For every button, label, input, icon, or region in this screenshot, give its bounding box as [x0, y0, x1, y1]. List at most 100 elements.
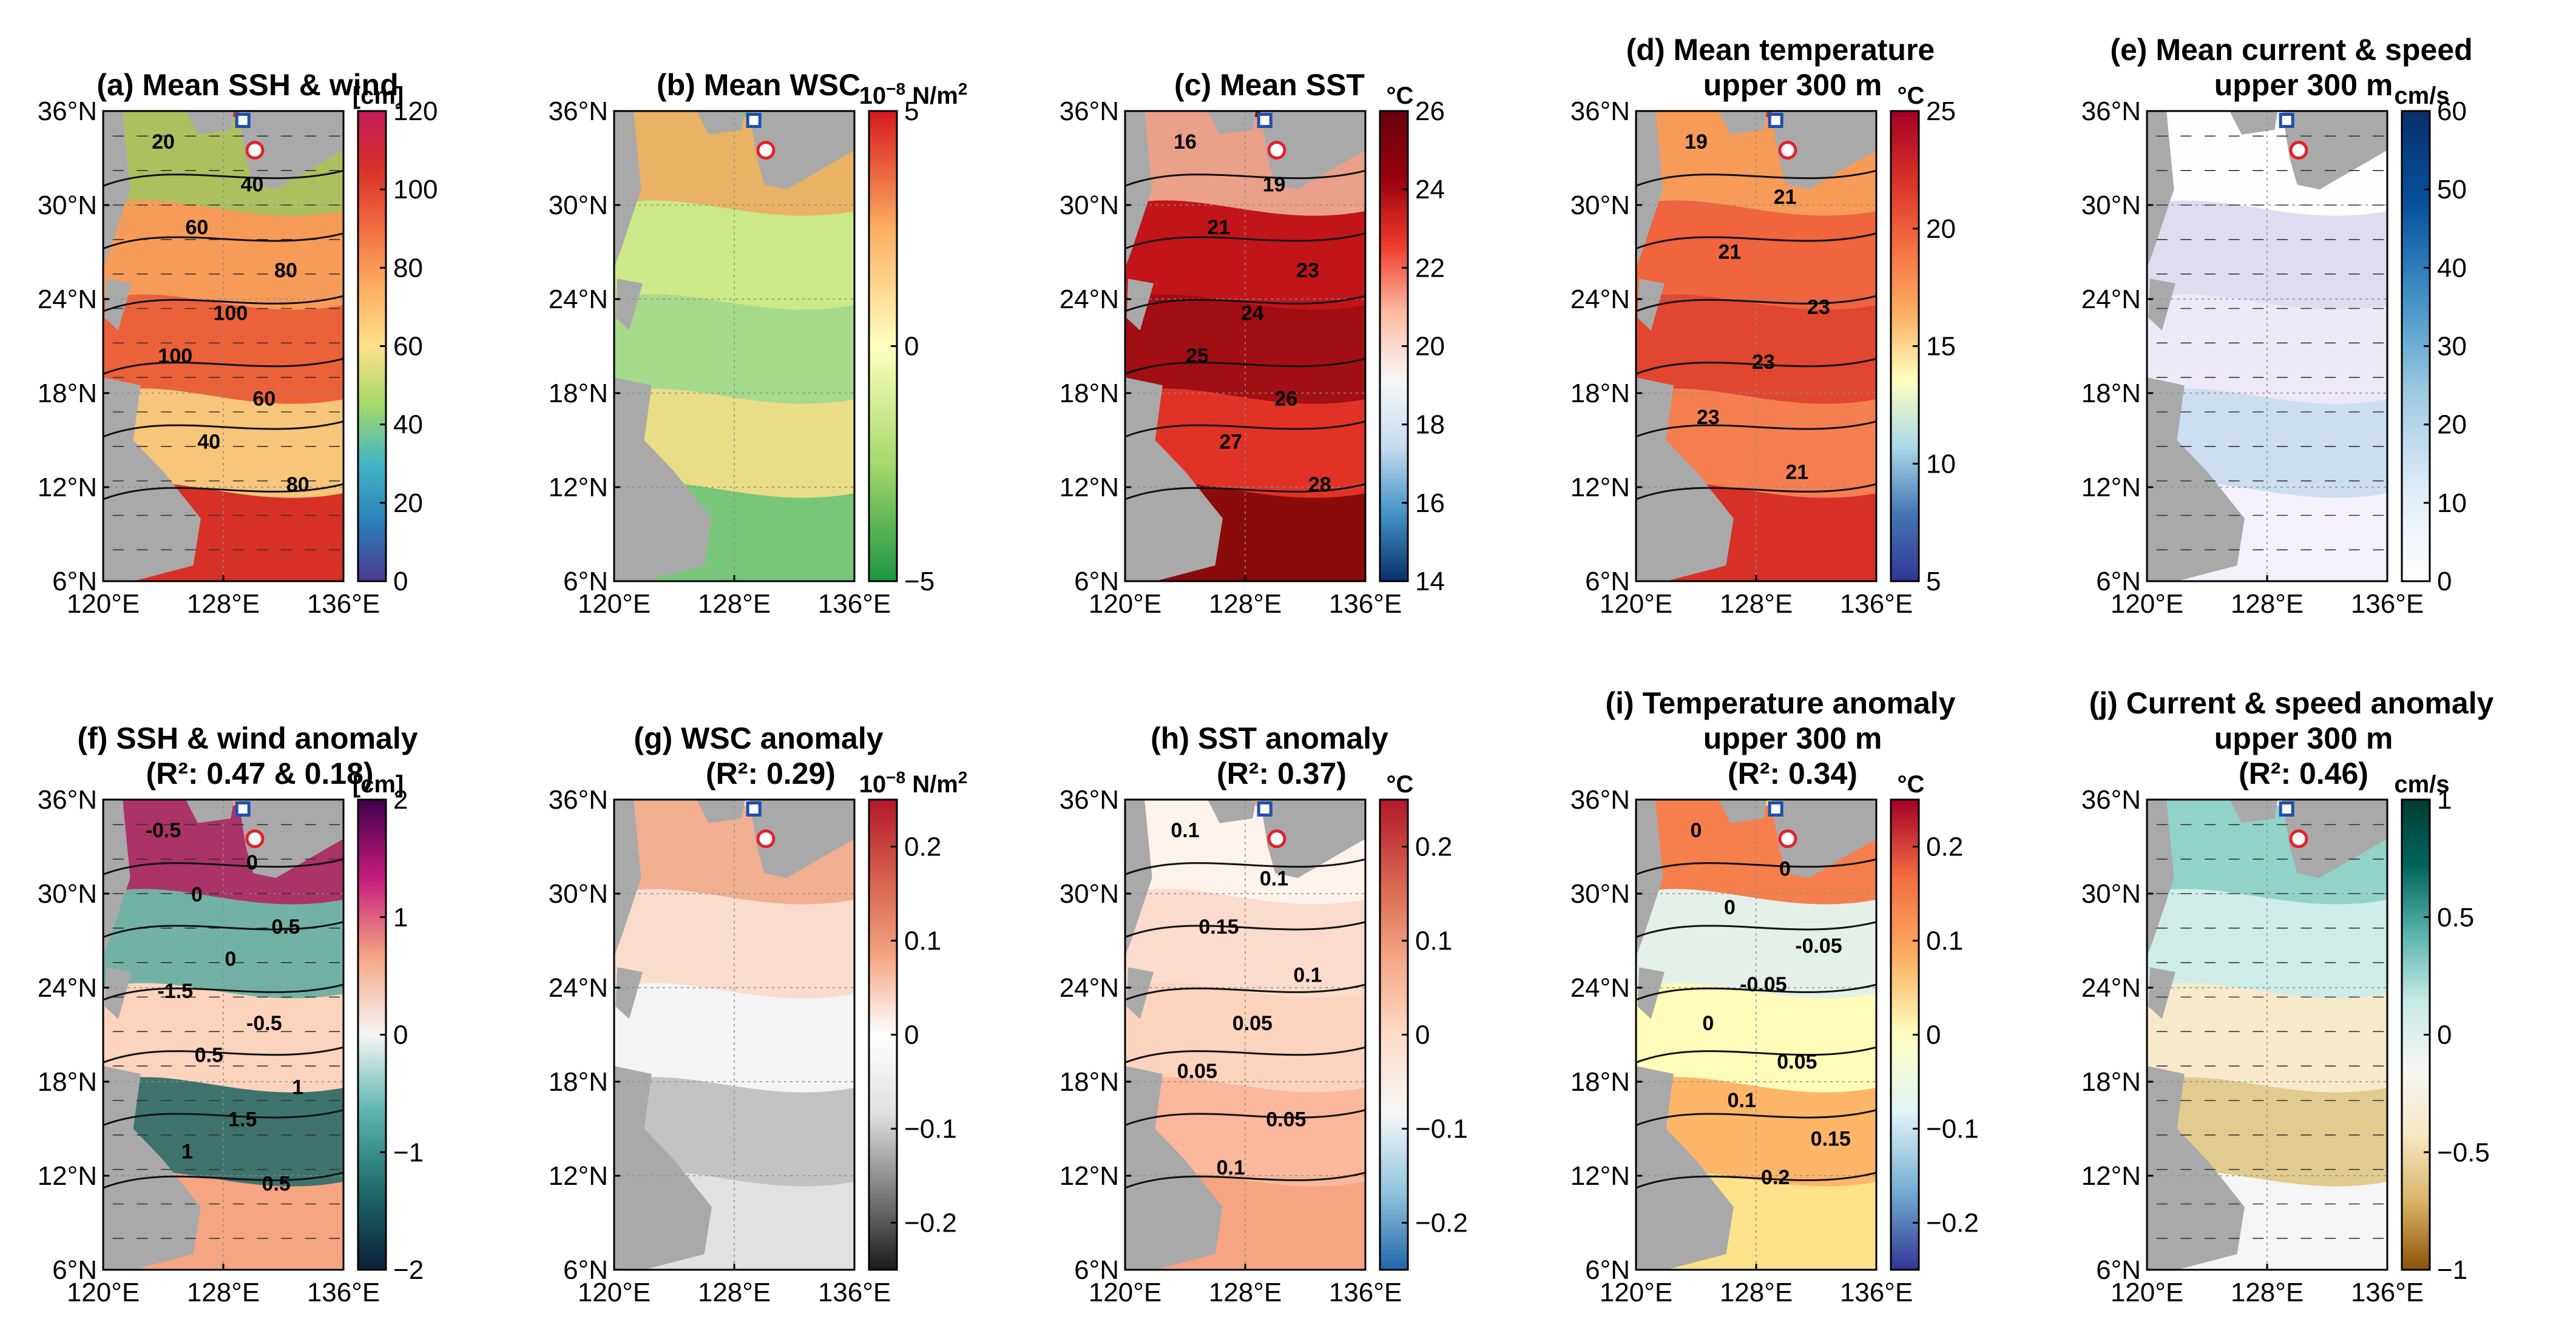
panel-j-colorbar-tick-label: 0: [2437, 1020, 2452, 1050]
panel-e-colorbar-tick-label: 30: [2437, 332, 2467, 362]
panel-a: (a) Mean SSH & wind 20 40 60 80 100 100 60 40 80 3…: [38, 68, 438, 619]
panel-e-colorbar-tick-label: 20: [2437, 410, 2467, 440]
panel-d-colorbar-tick-label: 20: [1926, 214, 1956, 244]
panel-f-land-mask: [103, 1066, 201, 1270]
panel-g-map: [614, 800, 854, 1270]
panel-d-land-mask: [1636, 377, 1734, 581]
panel-b: (b) Mean WSC 36°N 30°N 24°N 18°N 12°N 6°N120°E…: [549, 68, 968, 619]
panel-i-xtick-label: 136°E: [1840, 1278, 1913, 1307]
panel-e-colorbar-tick-label: 40: [2437, 253, 2467, 283]
panel-d-contour-label: 19: [1685, 130, 1708, 153]
panel-a-land-mask: [103, 377, 201, 581]
panel-a-contour: [103, 169, 343, 187]
panel-a-land-mask: [186, 111, 234, 135]
panel-j-land-mask: [2282, 800, 2387, 878]
panel-j-map: [2147, 800, 2387, 1270]
panel-f-title-line-1: (R²: 0.47 & 0.18): [146, 757, 373, 790]
panel-a-unit-label: [cm]: [353, 83, 404, 109]
panel-c-colorbar-tick-label: 20: [1415, 332, 1445, 362]
panel-c-contour-label: 21: [1208, 216, 1231, 239]
panel-h-field-band: [1125, 1077, 1365, 1187]
panel-b-title-line-0: (b) Mean WSC: [657, 68, 860, 102]
panel-i-field-band: [1636, 889, 1876, 999]
panel-g-title-line-0: (g) WSC anomaly: [634, 721, 883, 755]
panel-f-ytick-label: 24°N: [38, 973, 97, 1003]
panel-h-unit-label: °C: [1387, 771, 1414, 798]
panel-b-land-mask: [749, 111, 854, 190]
panel-c-ytick-label: 24°N: [1060, 285, 1119, 314]
panel-d-xtick-label: 128°E: [1720, 589, 1793, 619]
panel-f-land-mask: [238, 800, 343, 878]
panel-h-xtick-label: 128°E: [1209, 1278, 1282, 1307]
panel-f-ytick-label: 30°N: [38, 879, 97, 909]
panel-h-map: 0.1 0.1 0.15 0.1 0.05 0.05 0.05 0.1: [1125, 800, 1365, 1270]
panel-g-colorbar-tick-label: −0.1: [904, 1114, 957, 1144]
panel-i-colorbar-tick-label: 0.2: [1926, 832, 1963, 862]
panel-h-colorbar-tick-label: 0.1: [1415, 926, 1452, 956]
panel-b-colorbar-tick-label: 0: [904, 332, 919, 362]
panel-i-title-line-2: (R²: 0.34): [1728, 757, 1858, 790]
panel-e-colorbar-tick-label: 10: [2437, 488, 2467, 518]
panel-f-station-square-marker: [235, 801, 251, 817]
panel-a-ytick-label: 24°N: [38, 285, 97, 314]
panel-b-land-mask: [697, 111, 745, 135]
panel-h-station-square-marker: [1257, 801, 1273, 817]
panel-i-contour-label: 0: [1702, 1012, 1714, 1035]
panel-d-xtick-label: 120°E: [1600, 589, 1672, 619]
panel-i-land-mask: [1636, 800, 1663, 957]
panel-c-contour: [1125, 483, 1365, 501]
panel-c-station-circle-marker: [1267, 141, 1286, 160]
panel-j-colorbar-tick-label: −1: [2437, 1255, 2467, 1285]
panel-d-field-band: [1636, 200, 1876, 310]
panel-d-land-mask: [1636, 111, 1663, 268]
panel-a-contour-label: 100: [158, 345, 192, 368]
panel-h-xtick-label: 120°E: [1089, 1278, 1161, 1307]
panel-d-unit-label: °C: [1898, 83, 1925, 109]
panel-i-contour-label: -0.05: [1795, 935, 1842, 958]
panel-d-contour-label: 21: [1719, 241, 1742, 264]
panel-i-xtick-label: 128°E: [1720, 1278, 1793, 1307]
panel-a-field-band: [103, 388, 343, 498]
panel-c-colorbar-tick-label: 14: [1415, 567, 1445, 596]
panel-i-xtick-label: 120°E: [1600, 1278, 1672, 1307]
panel-h-land-mask: [1126, 967, 1154, 1019]
panel-h-ytick-label: 36°N: [1060, 785, 1119, 815]
panel-a-land-mask: [103, 111, 130, 268]
panel-b-land-mask: [615, 278, 643, 331]
panel-e-colorbar-tick-label: 60: [2437, 96, 2467, 126]
panel-b-colorbar-tick-label: 5: [904, 96, 919, 126]
panel-g-colorbar-tick-label: 0.2: [904, 832, 941, 862]
panel-f-land-mask: [186, 800, 234, 823]
panel-h-field-band: [1125, 889, 1365, 999]
panel-b-map: [614, 111, 854, 581]
panel-c-contour: [1125, 420, 1365, 438]
panel-i-land-mask: [1637, 967, 1665, 1019]
panel-f-contour-label: -0.5: [246, 1012, 282, 1035]
panel-b-ytick-label: 24°N: [549, 285, 608, 314]
panel-g-ytick-label: 12°N: [549, 1161, 608, 1191]
panel-h-xtick-label: 136°E: [1329, 1278, 1402, 1307]
panel-h-contour: [1125, 921, 1365, 939]
panel-i-contour: [1636, 858, 1876, 875]
panel-f-unit-label: [cm]: [353, 771, 404, 798]
panel-c-title-line-0: (c) Mean SST: [1174, 68, 1365, 102]
panel-d-station-circle-marker: [1778, 141, 1797, 160]
panel-b-unit-label: 10−8 N/m2: [859, 79, 968, 110]
panel-b-colorbar-tick-label: −5: [904, 567, 935, 596]
panel-c-contour-label: 23: [1296, 259, 1319, 282]
panel-b-land-mask: [614, 111, 641, 268]
panel-g-unit-label: 10−8 N/m2: [859, 768, 968, 798]
panel-d-contour-label: 23: [1752, 351, 1775, 374]
panel-d-ytick-label: 6°N: [1585, 567, 1630, 596]
panel-c-contour: [1125, 295, 1365, 312]
panel-a-contour-label: 60: [186, 216, 209, 239]
panel-g-title-line-1: (R²: 0.29): [706, 757, 836, 790]
panel-f-ytick-label: 18°N: [38, 1067, 97, 1097]
panel-d-contour-label: 23: [1807, 295, 1830, 319]
panel-i-contour-label: 0: [1779, 858, 1791, 881]
panel-h-contour-label: 0.1: [1260, 867, 1288, 890]
panel-e-land-mask: [2229, 111, 2278, 135]
panel-c-map: 16 19 21 23 24 25 26 27 28: [1125, 111, 1365, 581]
panel-i-contour: [1636, 1171, 1876, 1189]
